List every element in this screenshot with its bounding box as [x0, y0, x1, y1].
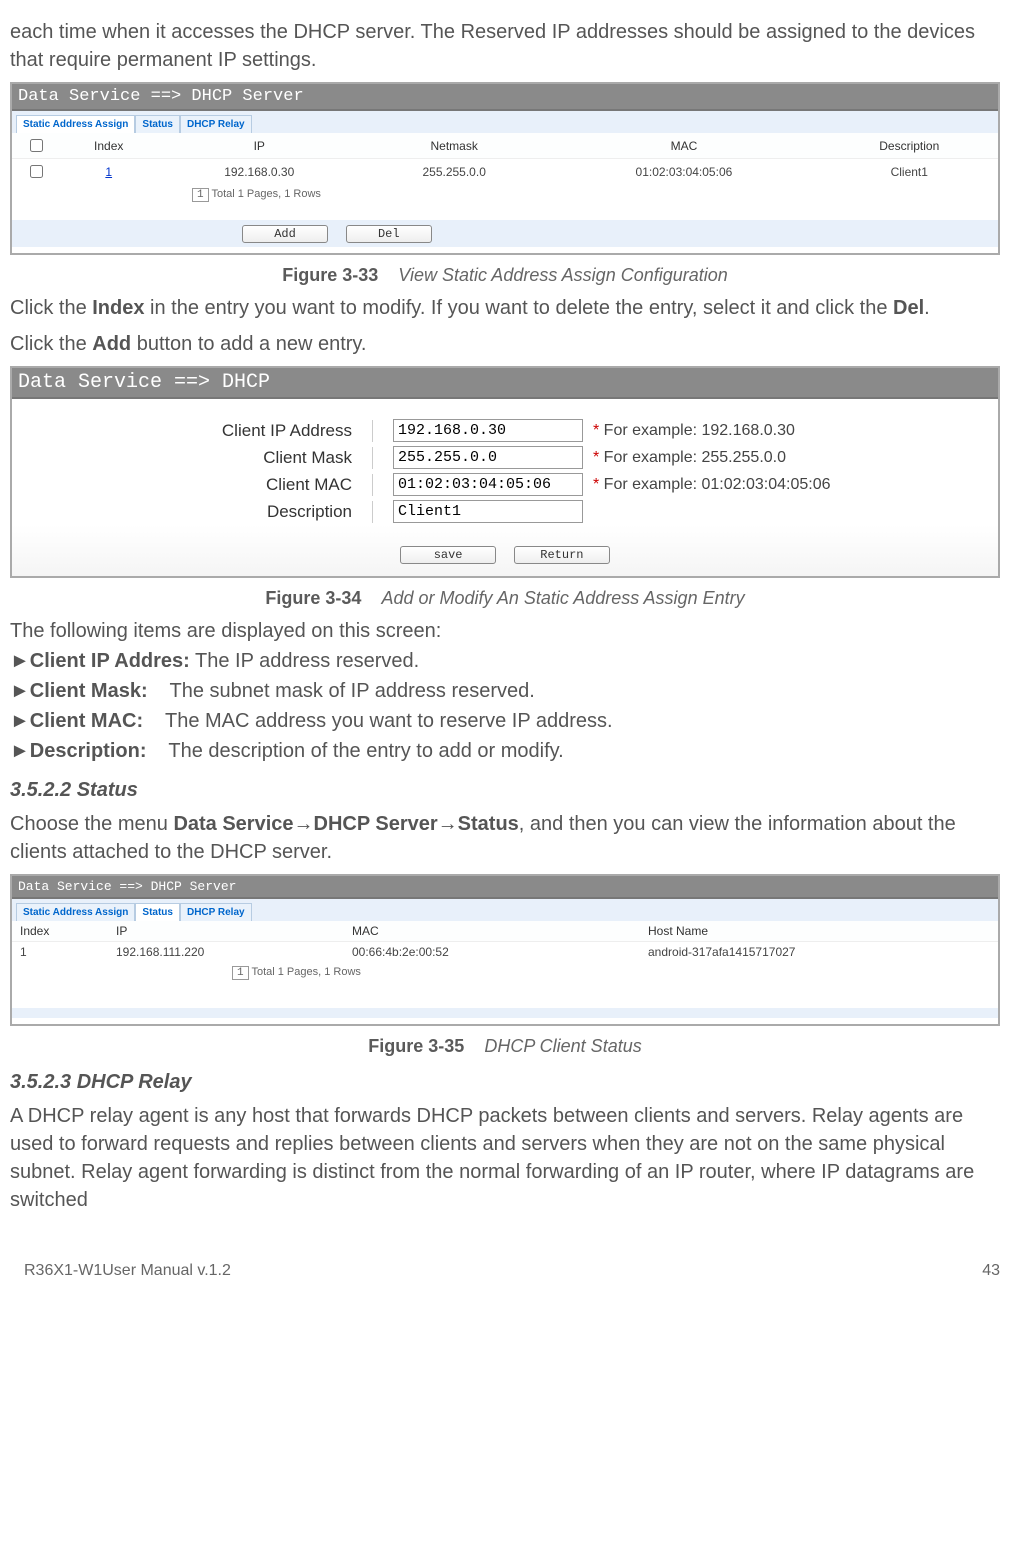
tab-status[interactable]: Status [135, 115, 180, 133]
tabs-bar: Static Address AssignStatusDHCP Relay [12, 111, 998, 133]
row-netmask: 255.255.0.0 [361, 159, 547, 185]
tab-static-address-assign[interactable]: Static Address Assign [16, 115, 135, 133]
client-ip-field[interactable] [393, 419, 583, 442]
col-index: Index [60, 133, 157, 159]
tab-status[interactable]: Status [135, 903, 180, 921]
section-status-heading: 3.5.2.2 Status [10, 779, 1000, 802]
pager-text: Total 1 Pages, 1 Rows [211, 188, 320, 200]
tabs-bar: Static Address AssignStatusDHCP Relay [12, 899, 998, 921]
figure-3-34-caption: Figure 3-34 Add or Modify An Static Addr… [10, 588, 1000, 609]
col-hostname: Host Name [640, 921, 998, 942]
hint-client-ip: * For example: 192.168.0.30 [593, 422, 795, 440]
def-description: ►Description: The description of the ent… [10, 737, 1000, 765]
label-description: Description [22, 502, 372, 522]
client-mac-field[interactable] [393, 473, 583, 496]
pager-page-number[interactable]: 1 [232, 966, 249, 980]
figure-3-33-caption: Figure 3-33 View Static Address Assign C… [10, 265, 1000, 286]
col-netmask: Netmask [361, 133, 547, 159]
label-client-ip: Client IP Address [22, 421, 372, 441]
client-mask-field[interactable] [393, 446, 583, 469]
footer-page-number: 43 [982, 1262, 1000, 1280]
section-dhcp-relay-heading: 3.5.2.3 DHCP Relay [10, 1071, 1000, 1094]
footer-doc-title: R36X1-W1User Manual v.1.2 [24, 1262, 231, 1280]
para-status: Choose the menu Data Service→DHCP Server… [10, 810, 1000, 866]
def-client-ip: ►Client IP Addres: The IP address reserv… [10, 647, 1000, 675]
col-mac: MAC [344, 921, 640, 942]
row-desc: Client1 [821, 159, 998, 185]
table-row: 1 192.168.0.30 255.255.0.0 01:02:03:04:0… [12, 159, 998, 185]
para-following-items: The following items are displayed on thi… [10, 617, 1000, 645]
row-checkbox[interactable] [30, 165, 43, 178]
description-field[interactable] [393, 500, 583, 523]
tab-dhcp-relay[interactable]: DHCP Relay [180, 115, 252, 133]
page-footer: R36X1-W1User Manual v.1.2 43 [0, 1232, 1010, 1288]
label-client-mac: Client MAC [22, 475, 372, 495]
para-modify-delete: Click the Index in the entry you want to… [10, 294, 1000, 322]
select-all-checkbox[interactable] [30, 139, 43, 152]
row-index-link[interactable]: 1 [105, 165, 112, 179]
del-button[interactable]: Del [346, 225, 432, 243]
pager-page-number[interactable]: 1 [192, 188, 209, 202]
def-client-mac: ►Client MAC: The MAC address you want to… [10, 707, 1000, 735]
breadcrumb: Data Service ==> DHCP Server [12, 876, 998, 899]
col-mac: MAC [547, 133, 820, 159]
col-description: Description [821, 133, 998, 159]
save-button[interactable]: save [400, 546, 496, 564]
static-assign-table: Index IP Netmask MAC Description 1 192.1… [12, 133, 998, 184]
col-ip: IP [108, 921, 344, 942]
add-button[interactable]: Add [242, 225, 328, 243]
return-button[interactable]: Return [514, 546, 610, 564]
para-dhcp-relay: A DHCP relay agent is any host that forw… [10, 1102, 1000, 1214]
row-mac: 01:02:03:04:05:06 [547, 159, 820, 185]
col-ip: IP [157, 133, 361, 159]
intro-paragraph: each time when it accesses the DHCP serv… [10, 18, 1000, 74]
table-row: 1 192.168.111.220 00:66:4b:2e:00:52 andr… [12, 942, 998, 963]
label-client-mask: Client Mask [22, 448, 372, 468]
row-ip: 192.168.0.30 [157, 159, 361, 185]
pager-text: Total 1 Pages, 1 Rows [251, 966, 360, 978]
hint-client-mac: * For example: 01:02:03:04:05:06 [593, 476, 831, 494]
breadcrumb: Data Service ==> DHCP Server [12, 84, 998, 111]
figure-3-35-caption: Figure 3-35 DHCP Client Status [10, 1036, 1000, 1057]
para-add: Click the Add button to add a new entry. [10, 330, 1000, 358]
breadcrumb: Data Service ==> DHCP [12, 368, 998, 399]
dhcp-client-table: Index IP MAC Host Name 1 192.168.111.220… [12, 921, 998, 962]
def-client-mask: ►Client Mask: The subnet mask of IP addr… [10, 677, 1000, 705]
tab-static-address-assign[interactable]: Static Address Assign [16, 903, 135, 921]
figure-3-33-screenshot: Data Service ==> DHCP Server Static Addr… [10, 82, 1000, 255]
figure-3-35-screenshot: Data Service ==> DHCP Server Static Addr… [10, 874, 1000, 1026]
col-index: Index [12, 921, 108, 942]
figure-3-34-screenshot: Data Service ==> DHCP Client IP Address … [10, 366, 1000, 578]
hint-client-mask: * For example: 255.255.0.0 [593, 449, 786, 467]
tab-dhcp-relay[interactable]: DHCP Relay [180, 903, 252, 921]
